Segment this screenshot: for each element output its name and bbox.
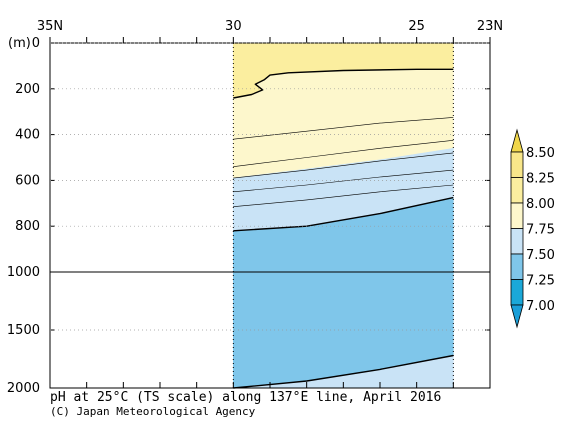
- colorbar-label: 7.50: [526, 248, 555, 263]
- colorbar-label: 7.00: [526, 299, 555, 314]
- x-tick-label: 30: [225, 19, 242, 34]
- chart-credit: (C) Japan Meteorological Agency: [50, 405, 256, 418]
- y-tick-label: 0: [32, 36, 40, 51]
- colorbar-band: [510, 228, 524, 255]
- contour-line-2: [233, 140, 454, 167]
- axes: 35N 30 25 23N 0 200 400 600 800 1000 1500 2000 (m): [7, 19, 503, 396]
- colorbar-label: 8.50: [526, 146, 555, 161]
- contour-line-5: [233, 184, 454, 207]
- colorbar: 8.50 8.25 8.00 7.75 7.50 7.25 7.00: [510, 128, 555, 329]
- colorbar-top-cap: [510, 128, 524, 153]
- contour-line-4: [233, 169, 454, 193]
- colorbar-label: 7.75: [526, 223, 555, 238]
- colorbar-band: [510, 279, 524, 306]
- chart-title: pH at 25°C (TS scale) along 137°E line, …: [50, 390, 442, 405]
- y-tick-label: 2000: [7, 381, 40, 396]
- y-tick-label: 1000: [7, 265, 40, 280]
- contour-line-0: [233, 68, 454, 99]
- y-tick-label: 1500: [7, 323, 40, 338]
- x-tick-label: 25: [408, 19, 425, 34]
- x-tick-label: 23N: [477, 19, 503, 34]
- colorbar-band: [510, 151, 524, 178]
- ph-contour-lines: [233, 68, 454, 389]
- contour-line-1: [233, 117, 454, 140]
- colorbar-label: 8.25: [526, 172, 555, 187]
- x-tick-label: 35N: [37, 19, 63, 34]
- colorbar-label: 8.00: [526, 197, 555, 212]
- colorbar-label: 7.25: [526, 274, 555, 289]
- contour-line-6: [233, 196, 454, 232]
- colorbar-band: [510, 177, 524, 204]
- y-tick-label: 400: [15, 128, 40, 143]
- y-tick-label: 600: [15, 173, 40, 188]
- y-tick-label: 200: [15, 82, 40, 97]
- colorbar-band: [510, 253, 524, 280]
- y-unit-label: (m): [8, 36, 31, 51]
- y-tick-label: 800: [15, 219, 40, 234]
- contour-line-3: [233, 152, 454, 179]
- colorbar-bottom-cap: [510, 304, 524, 329]
- ph-fill-regions: [233, 42, 454, 389]
- colorbar-band: [510, 202, 524, 229]
